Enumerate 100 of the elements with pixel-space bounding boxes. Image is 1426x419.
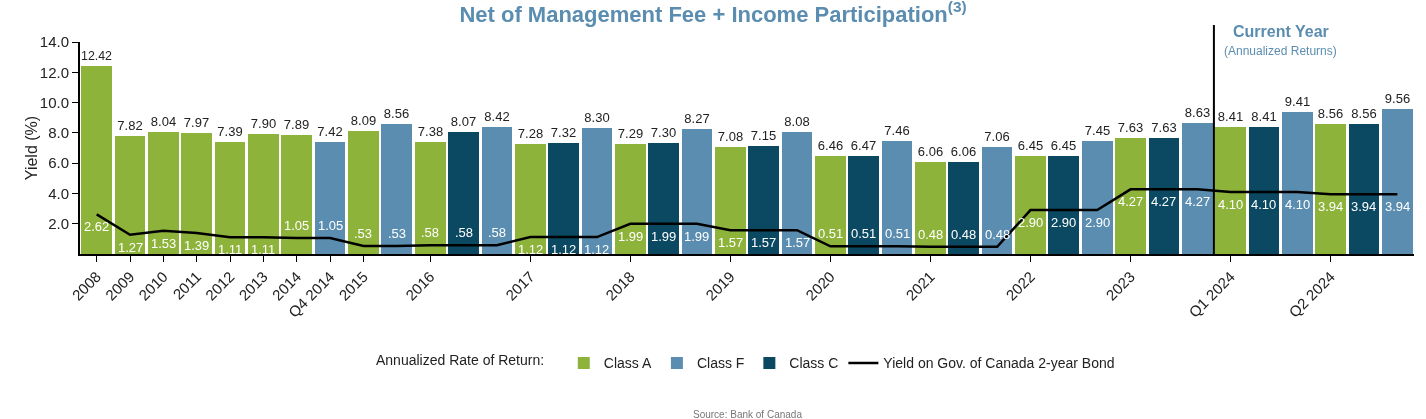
data-label: 3.94: [1318, 199, 1344, 214]
bar: [1282, 112, 1313, 254]
data-label: 1.27: [118, 240, 144, 255]
bar: [648, 143, 679, 254]
bar: [81, 66, 112, 254]
data-label: 1.53: [151, 236, 177, 251]
bar: [181, 133, 212, 254]
data-label: 1.11: [218, 242, 243, 257]
bar: [248, 134, 279, 254]
y-tick-label: 6.0: [48, 154, 69, 172]
data-label: 6.45: [1017, 138, 1044, 153]
bar: [115, 136, 145, 254]
data-label: 6.47: [850, 138, 877, 153]
y-tick-label: 10.0: [39, 93, 69, 111]
data-label: 2.90: [1018, 215, 1044, 230]
data-label: 8.56: [1351, 106, 1377, 121]
bar: [548, 143, 579, 254]
bar: [1182, 123, 1213, 254]
data-label: 9.56: [1384, 91, 1411, 106]
data-label: .53: [354, 226, 373, 241]
bar: [582, 128, 612, 254]
bar: [748, 146, 779, 254]
data-label: 0.51: [885, 226, 911, 241]
bar: [782, 132, 812, 254]
data-label: 7.15: [750, 128, 777, 143]
data-label: 7.89: [283, 117, 310, 132]
data-label: 6.06: [950, 144, 977, 159]
bar: [1315, 124, 1346, 254]
data-label: 7.42: [317, 124, 343, 139]
data-label: 2.90: [1051, 215, 1077, 230]
data-label: .58: [421, 225, 440, 240]
data-label: 3.94: [1351, 199, 1377, 214]
data-label: 1.05: [284, 218, 310, 233]
data-label: 1.99: [684, 229, 710, 244]
data-label: 1.11: [251, 242, 276, 257]
data-label: 7.46: [884, 123, 910, 138]
data-label: 7.39: [217, 124, 243, 139]
data-label: 3.94: [1385, 199, 1411, 214]
data-label: 7.32: [550, 125, 577, 140]
bar: [1249, 127, 1279, 254]
data-label: 8.07: [450, 114, 477, 129]
data-label: 4.27: [1185, 194, 1211, 209]
chart-title: Net of Management Fee + Income Participation$^{(3)}$: [459, 0, 967, 27]
bar: [948, 162, 979, 254]
bar: [1349, 124, 1379, 254]
data-label: 1.12: [551, 242, 577, 257]
data-label: 4.27: [1151, 194, 1177, 209]
data-label: 7.28: [517, 126, 544, 141]
bar: [315, 142, 345, 254]
bar: [148, 132, 179, 254]
data-label: 4.27: [1118, 194, 1144, 209]
data-label: 1.57: [751, 235, 777, 250]
data-label: 1.99: [618, 229, 644, 244]
bar: [448, 132, 479, 254]
data-label: 7.45: [1084, 123, 1111, 138]
y-tick-label: 12.0: [39, 63, 69, 81]
annotation: (Annualized Returns): [1224, 44, 1337, 58]
data-label: 2.62: [84, 219, 110, 234]
data-label: 0.51: [818, 226, 844, 241]
data-label: 7.38: [417, 124, 444, 139]
data-label: 8.56: [1317, 106, 1344, 121]
data-label: 0.51: [851, 226, 877, 241]
bar: [348, 131, 379, 254]
bar: [215, 142, 245, 254]
data-label: 8.41: [1251, 109, 1277, 124]
data-label: 8.56: [383, 106, 410, 121]
data-label: 0.48: [918, 227, 944, 242]
data-label: 7.63: [1151, 120, 1177, 135]
data-label: 7.30: [650, 125, 677, 140]
bar: [1082, 141, 1113, 254]
bar: [1149, 138, 1179, 254]
data-label: 4.10: [1285, 197, 1311, 212]
y-tick-label: 2.0: [48, 214, 69, 232]
bar: [482, 127, 512, 254]
data-label: 1.05: [318, 218, 344, 233]
data-label: .58: [455, 225, 474, 240]
data-label: 1.12: [584, 242, 610, 257]
data-label: 7.08: [717, 129, 744, 144]
data-label: .58: [488, 225, 507, 240]
y-axis-title: Yield (%): [23, 115, 40, 181]
bar: [882, 141, 912, 254]
data-label: 7.97: [183, 115, 210, 130]
ref-line-label: Current Year: [1233, 23, 1329, 40]
data-label: 1.57: [718, 235, 744, 250]
data-label: 6.46: [817, 138, 844, 153]
source-note: Source: Bank of Canada: [693, 409, 803, 419]
bar: [381, 124, 412, 254]
data-label: 1.57: [785, 235, 811, 250]
bar: [1048, 156, 1079, 254]
bar: [281, 135, 312, 254]
data-label: 8.63: [1184, 105, 1211, 120]
data-label: 6.06: [917, 144, 944, 159]
bar: [1215, 127, 1246, 254]
data-label: 7.63: [1117, 120, 1144, 135]
legend-title: Annualized Rate of Return:: [376, 352, 556, 369]
y-tick-label: 8.0: [48, 124, 69, 142]
data-label: 8.27: [684, 111, 710, 126]
data-label: 7.90: [250, 116, 277, 131]
legend-label: Class F: [696, 355, 745, 372]
bar: [915, 162, 946, 254]
